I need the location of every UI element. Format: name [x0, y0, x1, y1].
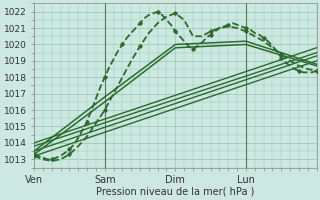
X-axis label: Pression niveau de la mer( hPa ): Pression niveau de la mer( hPa )	[96, 187, 254, 197]
